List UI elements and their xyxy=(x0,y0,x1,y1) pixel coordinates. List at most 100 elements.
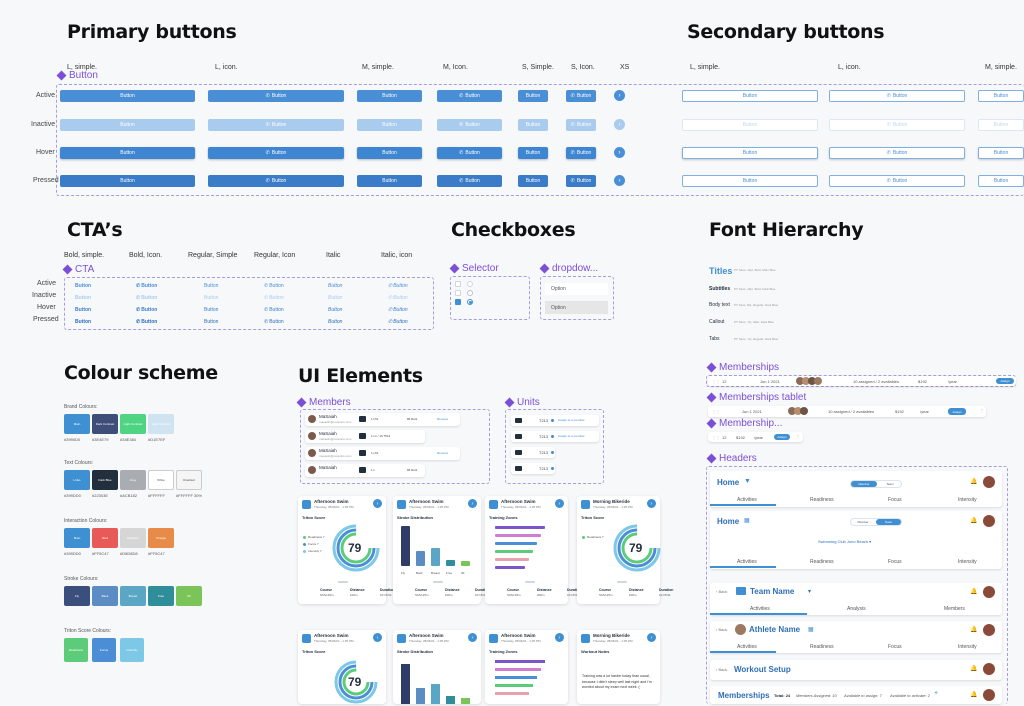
xs-button[interactable]: › xyxy=(614,147,625,158)
avatar[interactable] xyxy=(983,476,995,488)
primary-button[interactable]: Button xyxy=(518,119,548,131)
avatar[interactable] xyxy=(983,586,995,598)
xs-button[interactable]: › xyxy=(614,119,625,130)
cta-link[interactable]: Button xyxy=(75,295,91,301)
cta-link[interactable]: Button xyxy=(204,307,218,313)
club-selector[interactable]: Swimming Club Juno Beach ▾ xyxy=(818,539,872,544)
primary-button[interactable]: Button xyxy=(518,175,548,187)
tab-intensity[interactable]: Intensity xyxy=(958,559,977,565)
secondary-button[interactable]: Button xyxy=(978,175,1024,187)
cta-link[interactable]: Button xyxy=(328,295,342,301)
secondary-button[interactable]: Button xyxy=(682,119,818,131)
cta-link[interactable]: Button xyxy=(75,283,91,289)
card-open-button[interactable]: › xyxy=(468,633,477,642)
drag-icon[interactable]: ⋮⋮ xyxy=(712,409,720,414)
primary-button[interactable]: Button xyxy=(357,175,422,187)
member-team-toggle[interactable]: Member Team xyxy=(850,518,902,526)
secondary-button[interactable]: ✆ Button xyxy=(829,147,965,159)
tab-analysis[interactable]: Analysis xyxy=(847,606,866,612)
cta-link[interactable]: Button xyxy=(204,283,218,289)
secondary-button[interactable]: Button xyxy=(978,90,1024,102)
assign-button[interactable]: Assign xyxy=(996,378,1014,384)
bell-icon[interactable]: 🔔 xyxy=(970,627,978,633)
tab-activities[interactable]: Activities xyxy=(750,606,770,612)
activity-card[interactable]: Morning Bikeride Thursday, 05/06/21 - 1:3… xyxy=(577,630,660,704)
card-open-button[interactable]: › xyxy=(468,499,477,508)
primary-button[interactable]: ✆ Button xyxy=(437,119,502,131)
xs-button[interactable]: › xyxy=(614,90,625,101)
cta-link[interactable]: ✆Button xyxy=(136,283,157,289)
unit-row[interactable]: T213 Assign to a member xyxy=(511,415,599,426)
cta-link[interactable]: ✆Button xyxy=(136,307,157,313)
cta-link[interactable]: Button xyxy=(204,295,218,301)
card-open-button[interactable]: › xyxy=(555,499,564,508)
radio[interactable] xyxy=(467,281,473,287)
secondary-button[interactable]: Button xyxy=(978,147,1024,159)
avatar[interactable] xyxy=(983,624,995,636)
secondary-button[interactable]: Button xyxy=(682,175,818,187)
activity-card[interactable]: Afternoon Swim Thursday, 05/06/21 - 1:35 … xyxy=(298,630,386,704)
primary-button[interactable]: Button xyxy=(60,119,195,131)
tab-activities[interactable]: Activities xyxy=(737,497,757,503)
membership-mobile-row[interactable]: ⋮⋮ 12 $192 /year Assign ⋮ xyxy=(708,432,803,442)
back-button[interactable]: ‹ Back xyxy=(716,667,728,672)
more-icon[interactable]: ⋮ xyxy=(796,434,800,439)
cta-link[interactable]: ✆Button xyxy=(264,295,284,301)
secondary-button[interactable]: Button xyxy=(978,119,1024,131)
activity-card[interactable]: Afternoon Swim Thursday, 05/06/21 - 1:35 … xyxy=(485,630,568,704)
toggle-member[interactable]: Member xyxy=(857,520,869,524)
calendar-icon[interactable]: ▦ xyxy=(808,627,814,633)
activity-card[interactable]: Morning Bikeride Thursday, 05/06/21 - 1:3… xyxy=(577,496,673,604)
card-open-button[interactable]: › xyxy=(373,499,382,508)
more-icon[interactable]: ⋮ xyxy=(980,408,984,413)
member-row[interactable]: MaSaiah masaiah@rexanine.com 1 L51 86 Rel1 R… xyxy=(305,413,460,426)
activity-card[interactable]: Afternoon Swim Thursday, 05/06/21 - 1:35 … xyxy=(485,496,581,604)
tab-members[interactable]: Members xyxy=(944,606,965,612)
secondary-button[interactable]: Button xyxy=(682,147,818,159)
card-open-button[interactable]: › xyxy=(647,633,656,642)
secondary-button[interactable]: ✆ Button xyxy=(829,119,965,131)
bell-icon[interactable]: 🔔 xyxy=(970,518,978,524)
secondary-button[interactable]: ✆ Button xyxy=(829,90,965,102)
member-row[interactable]: MaSaiah masaiah@rexanine.com 1 L1 / 16 751… xyxy=(305,430,425,443)
remove-link[interactable]: Remove xyxy=(437,417,449,421)
tab-activities[interactable]: Activities xyxy=(737,644,757,650)
primary-button[interactable]: ✆ Button xyxy=(437,90,502,102)
toggle-team[interactable]: Team xyxy=(876,519,901,525)
assign-button[interactable]: Assign xyxy=(774,434,790,440)
primary-button[interactable]: ✆ Button xyxy=(208,147,344,159)
primary-button[interactable]: ✆ Button xyxy=(566,175,596,187)
bell-icon[interactable]: 🔔 xyxy=(970,666,978,672)
primary-button[interactable]: ✆ Button xyxy=(566,147,596,159)
primary-button[interactable]: ✆ Button xyxy=(208,175,344,187)
primary-button[interactable]: Button xyxy=(357,90,422,102)
cta-link[interactable]: ✆Button xyxy=(388,295,408,301)
unit-row[interactable]: T213 xyxy=(511,447,555,458)
card-open-button[interactable]: › xyxy=(373,633,382,642)
cta-link[interactable]: Button xyxy=(75,319,91,325)
membership-row[interactable]: ⋮⋮ 12 Jun 1 2021 10 assigned / 2 availab… xyxy=(708,376,1016,386)
primary-button[interactable]: ✆ Button xyxy=(437,147,502,159)
cta-link[interactable]: ✆Button xyxy=(388,319,408,325)
radio[interactable] xyxy=(467,290,473,296)
primary-button[interactable]: Button xyxy=(357,147,422,159)
dropdown-option[interactable]: Option xyxy=(545,283,608,295)
xs-button[interactable]: › xyxy=(614,175,625,186)
member-team-toggle[interactable]: Member Team xyxy=(850,480,902,488)
card-open-button[interactable]: › xyxy=(555,633,564,642)
back-button[interactable]: ‹ Back xyxy=(716,627,728,632)
primary-button[interactable]: Button xyxy=(518,147,548,159)
cta-link[interactable]: Button xyxy=(328,319,342,325)
activity-card[interactable]: Afternoon Swim Thursday, 05/06/21 - 1:35 … xyxy=(298,496,394,604)
primary-button[interactable]: ✆ Button xyxy=(437,175,502,187)
toggle-member[interactable]: Member xyxy=(851,481,877,487)
bell-icon[interactable]: 🔔 xyxy=(970,589,978,595)
avatar[interactable] xyxy=(983,689,995,701)
cta-link[interactable]: ✆Button xyxy=(136,295,157,301)
radio-selected[interactable] xyxy=(467,299,473,305)
tab-focus[interactable]: Focus xyxy=(888,559,902,565)
assign-link[interactable]: Assign to a member xyxy=(558,418,585,422)
primary-button[interactable]: Button xyxy=(60,175,195,187)
assign-button[interactable]: Assign xyxy=(948,408,966,415)
activity-card[interactable]: Afternoon Swim Thursday, 05/06/21 - 1:35 … xyxy=(393,496,489,604)
